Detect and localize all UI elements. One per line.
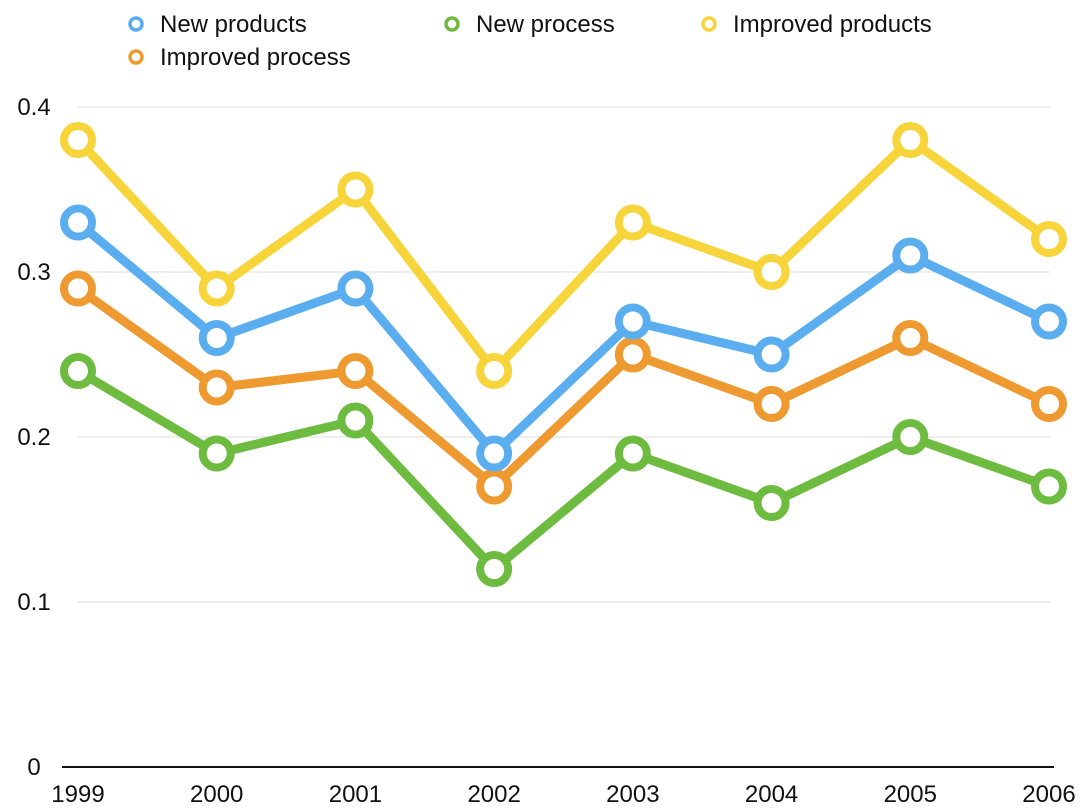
legend-marker-icon xyxy=(444,16,460,32)
data-point xyxy=(476,468,513,505)
data-point xyxy=(337,171,374,208)
data-point xyxy=(614,204,651,241)
data-point xyxy=(60,353,96,389)
data-point xyxy=(892,320,929,356)
legend-marker-icon xyxy=(128,16,144,32)
data-point xyxy=(892,122,929,158)
data-point xyxy=(614,303,651,340)
data-point xyxy=(60,204,96,241)
y-tick-label: 0.2 xyxy=(17,424,50,451)
data-point xyxy=(337,270,374,307)
data-point xyxy=(753,485,790,521)
legend-marker-icon xyxy=(701,16,717,32)
x-tick-label: 2003 xyxy=(606,781,659,808)
data-point xyxy=(753,386,790,422)
data-point xyxy=(198,435,235,472)
series-line xyxy=(73,218,1054,458)
y-tick-label: 0 xyxy=(27,754,40,781)
x-tick-label: 2002 xyxy=(467,781,520,808)
series-line xyxy=(73,135,1054,376)
data-point xyxy=(337,353,374,389)
legend-label: New process xyxy=(476,11,615,38)
x-tick-label: 2000 xyxy=(190,781,243,808)
data-point xyxy=(753,254,790,290)
y-tick-label: 0.1 xyxy=(17,589,50,616)
data-point xyxy=(198,369,235,406)
legend-item: New products xyxy=(128,11,307,38)
series-line xyxy=(73,366,1054,574)
data-point xyxy=(476,435,513,472)
x-tick-label: 2001 xyxy=(329,781,382,808)
data-point xyxy=(614,336,651,373)
data-point xyxy=(1031,221,1067,257)
data-point xyxy=(476,551,513,587)
x-tick-label: 2006 xyxy=(1022,781,1075,808)
data-point xyxy=(60,270,96,307)
data-point xyxy=(1031,303,1067,340)
series-line xyxy=(73,284,1054,491)
legend-item: New process xyxy=(444,11,615,38)
x-tick-label: 2004 xyxy=(745,781,798,808)
x-axis: 1999 2000 2001 2002 2003 2004 2005 2006 xyxy=(51,766,1076,808)
data-point xyxy=(753,336,790,373)
data-point xyxy=(614,435,651,472)
data-point xyxy=(476,353,513,389)
data-point xyxy=(892,419,929,455)
legend-label: Improved process xyxy=(160,44,351,71)
data-point xyxy=(198,270,235,307)
series-new-process xyxy=(60,353,1067,587)
data-point xyxy=(337,402,374,439)
y-tick-label: 0.3 xyxy=(17,259,50,286)
data-point xyxy=(1031,386,1067,422)
chart-legend: New products New process Improved products… xyxy=(128,11,932,71)
data-point xyxy=(1031,468,1067,505)
series-new-products xyxy=(60,204,1067,472)
data-point xyxy=(198,320,235,356)
data-point xyxy=(60,122,96,158)
legend-label: Improved products xyxy=(733,11,932,38)
legend-item: Improved products xyxy=(701,11,932,38)
data-point xyxy=(892,237,929,274)
x-tick-label: 2005 xyxy=(884,781,937,808)
series-improved-products xyxy=(60,122,1067,389)
legend-label: New products xyxy=(160,11,307,38)
x-tick-label: 1999 xyxy=(51,781,104,808)
legend-marker-icon xyxy=(128,49,144,65)
legend-item: Improved process xyxy=(128,44,351,71)
chart-series xyxy=(60,122,1067,587)
series-improved-process xyxy=(60,270,1067,505)
y-axis: 0 0.1 0.2 0.3 0.4 xyxy=(17,94,50,781)
y-tick-label: 0.4 xyxy=(17,94,50,121)
